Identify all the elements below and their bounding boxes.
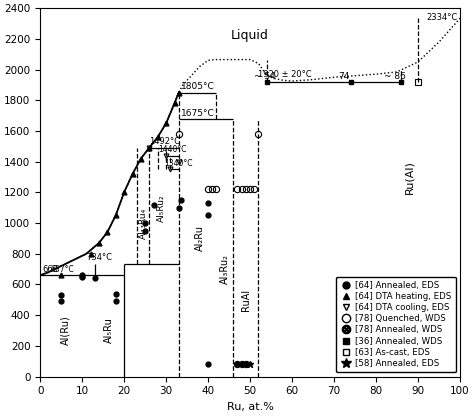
Text: 660: 660	[42, 265, 58, 274]
Text: ~ 86: ~ 86	[384, 72, 406, 81]
Text: Al₅Ru₂: Al₅Ru₂	[157, 194, 166, 222]
Text: 1440°C: 1440°C	[158, 145, 186, 154]
X-axis label: Ru, at.%: Ru, at.%	[227, 402, 273, 412]
Text: ~ 54: ~ 54	[254, 72, 276, 81]
Text: Liquid: Liquid	[231, 29, 269, 42]
Text: 1492°C: 1492°C	[149, 137, 180, 146]
Text: Al₂Ru: Al₂Ru	[195, 225, 205, 251]
Text: 1920 ± 20°C: 1920 ± 20°C	[258, 70, 312, 79]
Text: 1340°C: 1340°C	[164, 159, 192, 168]
Text: Al₁₃Ru₄: Al₁₃Ru₄	[138, 208, 147, 239]
Text: 74: 74	[338, 72, 350, 81]
Text: Al₃Ru₂: Al₃Ru₂	[220, 254, 230, 284]
Text: Al(Ru): Al(Ru)	[60, 316, 70, 345]
Legend: [64] Annealed, EDS, [64] DTA heating, EDS, [64] DTA cooling, EDS, [78] Quenched,: [64] Annealed, EDS, [64] DTA heating, ED…	[336, 277, 456, 372]
Text: RuAl: RuAl	[241, 289, 251, 311]
Text: 1675°C: 1675°C	[181, 109, 215, 118]
Text: 2334°C: 2334°C	[427, 13, 458, 22]
Text: Ru(Al): Ru(Al)	[405, 160, 415, 194]
Text: 657°C: 657°C	[51, 265, 74, 274]
Text: Al₅Ru: Al₅Ru	[104, 317, 114, 344]
Text: 734°C: 734°C	[86, 253, 112, 262]
Text: 1805°C: 1805°C	[181, 82, 215, 92]
